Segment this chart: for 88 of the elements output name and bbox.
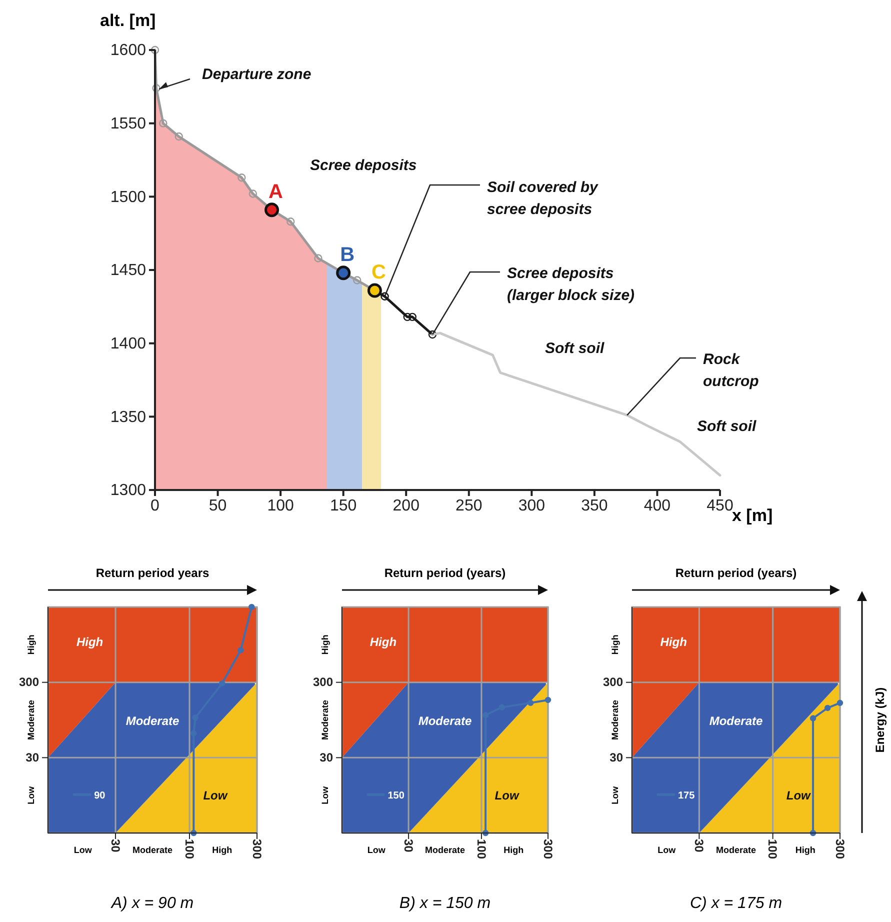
y-axis-title: alt. [m] xyxy=(100,11,156,30)
series-label: Moderate xyxy=(418,714,472,728)
point xyxy=(314,254,322,262)
point xyxy=(428,330,437,339)
x-tick-label: 300 xyxy=(832,839,847,860)
x-tick-label: 300 xyxy=(540,839,555,860)
legend-label: 175 xyxy=(678,790,696,802)
series-label: Low xyxy=(786,788,812,803)
series-label: Low xyxy=(203,788,228,803)
x-tick-label: 100 xyxy=(267,497,294,514)
series-label: B xyxy=(340,244,355,266)
series-label: Moderate xyxy=(126,714,180,728)
annotation: Rock outcrop xyxy=(703,351,759,390)
x-tick-label: 100 xyxy=(182,839,196,860)
y-tick-label: 1600 xyxy=(110,42,146,60)
x-axis-title: Return period (years) xyxy=(675,566,797,580)
x-tick-label: 400 xyxy=(644,497,671,514)
point xyxy=(152,84,160,92)
series-label: C xyxy=(371,262,386,284)
y-tick-label: 1550 xyxy=(110,115,146,132)
text: Low xyxy=(74,845,93,855)
y-axis-title: Energy (kJ) xyxy=(873,687,887,753)
point xyxy=(286,218,295,226)
x-axis-title: Return period (years) xyxy=(384,566,506,580)
x-tick-label: 300 xyxy=(518,497,546,514)
point xyxy=(159,119,168,128)
annotation: Scree deposits (larger block size) xyxy=(507,265,635,304)
point xyxy=(408,312,416,322)
text: Low xyxy=(320,785,330,804)
text: Moderate xyxy=(320,700,330,740)
y-tick-label: 1350 xyxy=(110,408,146,426)
series-label: High xyxy=(370,634,397,649)
point xyxy=(403,312,412,322)
point xyxy=(336,266,351,280)
series-label: Low xyxy=(494,788,520,803)
legend-label: 150 xyxy=(388,790,405,802)
x-tick-label: 100 xyxy=(474,839,488,860)
x-tick-label: 30 xyxy=(692,839,706,853)
annotation: Departure zone xyxy=(202,66,312,83)
text: Moderate xyxy=(424,845,466,855)
text: High xyxy=(795,845,816,855)
x-tick-label: 150 xyxy=(330,497,357,514)
x-tick-label: 200 xyxy=(392,497,420,514)
x-tick-label: 300 xyxy=(250,839,264,860)
text: High xyxy=(610,634,620,655)
text: High xyxy=(212,845,232,855)
point xyxy=(248,190,258,198)
x-tick-label: 250 xyxy=(456,497,482,514)
annotation: Soft soil xyxy=(545,340,605,357)
text: Low xyxy=(26,785,36,804)
y-tick-label: 1450 xyxy=(110,262,146,280)
text: Low xyxy=(658,845,677,855)
text: B) x = 150 m xyxy=(399,895,491,912)
x-axis-title: x [m] xyxy=(732,506,773,525)
text: High xyxy=(504,845,524,855)
annotation: Soft soil xyxy=(697,418,757,435)
annotation: Scree deposits xyxy=(310,157,417,174)
series-label: A xyxy=(268,180,283,203)
point xyxy=(174,132,183,141)
point xyxy=(353,276,362,284)
text: High xyxy=(26,634,36,655)
x-tick-label: 30 xyxy=(401,839,416,853)
point xyxy=(238,174,246,182)
text: Moderate xyxy=(716,845,756,855)
text: Moderate xyxy=(26,700,36,740)
annotation: Soil covered by scree deposits xyxy=(487,179,599,218)
series-label: High xyxy=(660,634,687,649)
text: High xyxy=(320,634,330,655)
x-axis-title: Return period years xyxy=(96,566,210,580)
x-tick-label: 0 xyxy=(150,497,160,514)
legend-label: 90 xyxy=(94,790,106,802)
x-tick-label: 100 xyxy=(766,839,780,860)
text: Moderate xyxy=(610,700,620,740)
y-tick-label: 1500 xyxy=(110,188,146,206)
text: Low xyxy=(610,785,620,804)
series-label: High xyxy=(76,634,104,649)
y-tick-label: 1300 xyxy=(110,482,146,500)
x-tick-label: 450 xyxy=(706,497,734,514)
text: C) x = 175 m xyxy=(690,895,782,912)
y-tick-label: 1400 xyxy=(110,335,146,352)
point xyxy=(367,283,382,298)
x-tick-label: 350 xyxy=(581,497,608,514)
text: Moderate xyxy=(132,845,173,855)
text: Low xyxy=(367,845,386,855)
point xyxy=(264,202,280,218)
text: A) x = 90 m xyxy=(110,895,194,912)
x-tick-label: 50 xyxy=(208,497,227,514)
series-label: Moderate xyxy=(709,714,763,728)
